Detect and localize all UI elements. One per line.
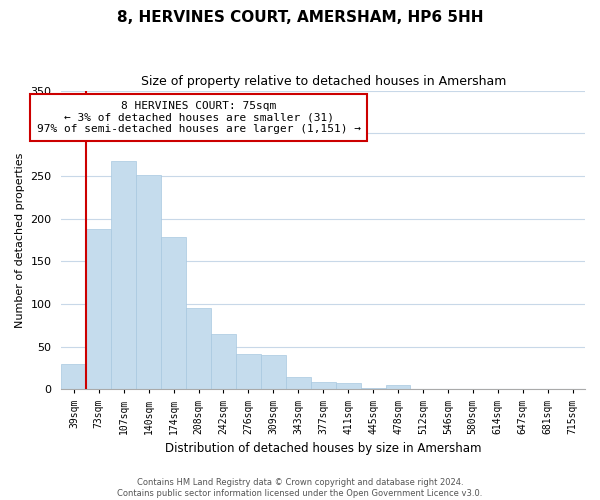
Text: Contains HM Land Registry data © Crown copyright and database right 2024.
Contai: Contains HM Land Registry data © Crown c… bbox=[118, 478, 482, 498]
Bar bbox=[161, 238, 186, 390]
Bar bbox=[560, 388, 585, 390]
X-axis label: Distribution of detached houses by size in Amersham: Distribution of detached houses by size … bbox=[165, 442, 481, 455]
Bar bbox=[211, 334, 236, 390]
Bar bbox=[136, 175, 161, 390]
Bar bbox=[386, 385, 410, 390]
Y-axis label: Number of detached properties: Number of detached properties bbox=[15, 152, 25, 328]
Bar bbox=[61, 364, 86, 390]
Bar bbox=[86, 229, 111, 390]
Bar bbox=[335, 384, 361, 390]
Text: 8, HERVINES COURT, AMERSHAM, HP6 5HH: 8, HERVINES COURT, AMERSHAM, HP6 5HH bbox=[117, 10, 483, 25]
Bar bbox=[311, 382, 335, 390]
Bar bbox=[186, 308, 211, 390]
Title: Size of property relative to detached houses in Amersham: Size of property relative to detached ho… bbox=[140, 75, 506, 88]
Bar bbox=[236, 354, 261, 390]
Bar bbox=[410, 388, 436, 390]
Bar bbox=[261, 355, 286, 390]
Bar bbox=[286, 378, 311, 390]
Bar bbox=[111, 162, 136, 390]
Text: 8 HERVINES COURT: 75sqm
← 3% of detached houses are smaller (31)
97% of semi-det: 8 HERVINES COURT: 75sqm ← 3% of detached… bbox=[37, 101, 361, 134]
Bar bbox=[436, 388, 460, 390]
Bar bbox=[361, 388, 386, 390]
